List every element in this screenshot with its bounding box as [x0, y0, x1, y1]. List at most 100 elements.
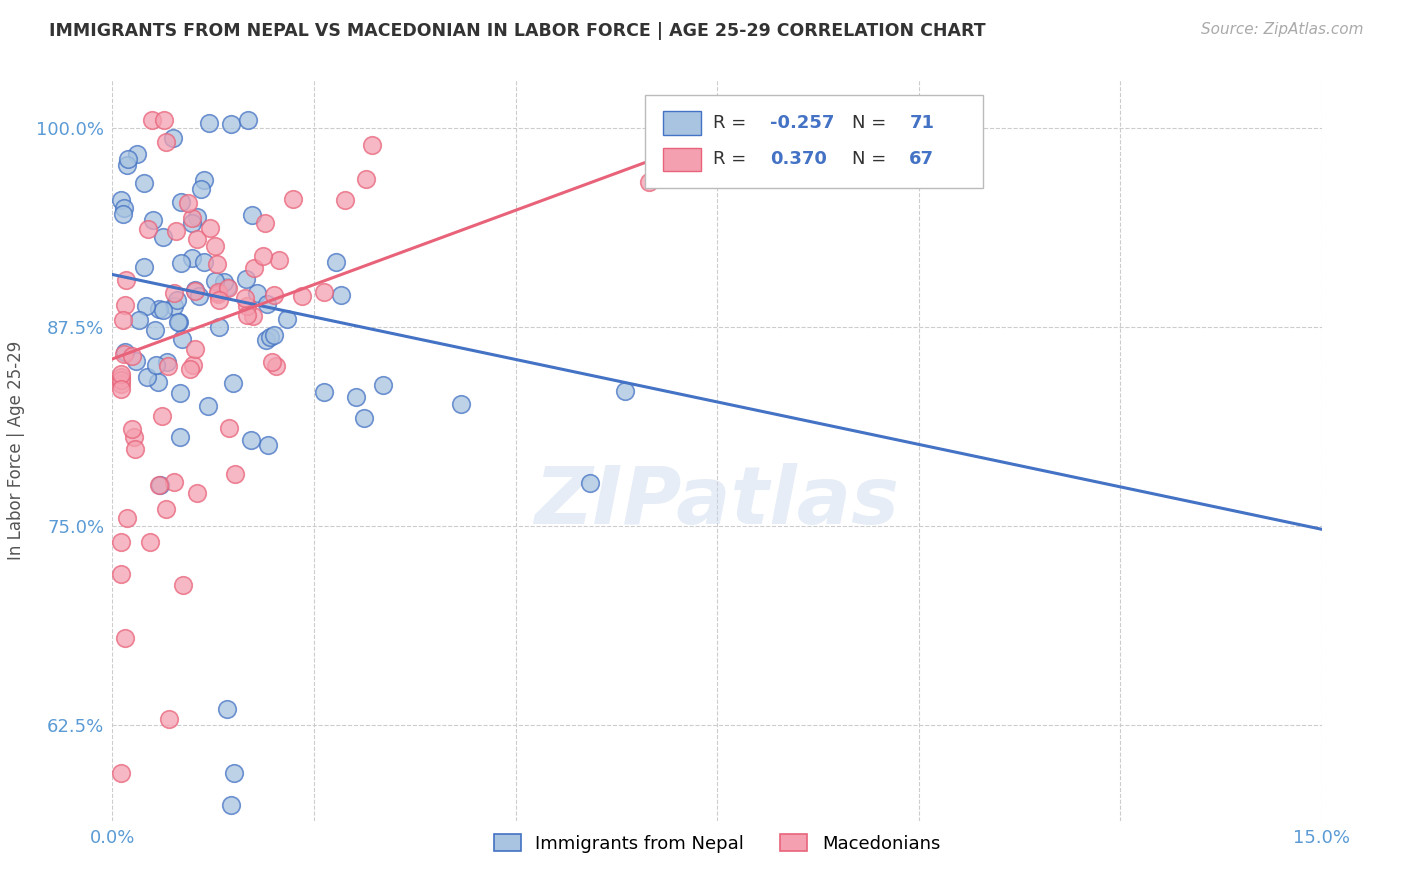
Point	[325, 255, 347, 269]
Point	[136, 370, 159, 384]
Text: R =: R =	[713, 114, 752, 132]
Point	[215, 702, 238, 716]
Point	[236, 308, 259, 322]
Point	[283, 193, 305, 207]
FancyBboxPatch shape	[644, 95, 983, 187]
Point	[291, 289, 314, 303]
Point	[156, 355, 179, 369]
Point	[217, 280, 239, 294]
FancyBboxPatch shape	[662, 112, 702, 135]
Point	[157, 713, 180, 727]
Point	[117, 153, 139, 167]
Point	[121, 421, 143, 435]
Point	[169, 194, 191, 209]
Point	[167, 315, 190, 329]
Point	[163, 299, 186, 313]
Point	[110, 765, 132, 780]
Point	[136, 222, 159, 236]
Point	[239, 433, 262, 447]
Point	[181, 216, 204, 230]
Point	[240, 208, 263, 222]
Point	[335, 193, 357, 207]
Point	[242, 309, 264, 323]
Point	[122, 430, 145, 444]
Point	[145, 358, 167, 372]
Point	[236, 299, 259, 313]
Point	[114, 298, 136, 312]
Point	[233, 291, 256, 305]
Point	[187, 289, 209, 303]
Point	[373, 378, 395, 392]
Point	[112, 346, 135, 360]
Point	[235, 271, 257, 285]
Text: 71: 71	[910, 114, 935, 132]
Point	[208, 320, 231, 334]
Point	[186, 211, 208, 225]
Point	[256, 297, 278, 311]
Text: Source: ZipAtlas.com: Source: ZipAtlas.com	[1201, 22, 1364, 37]
Point	[193, 255, 215, 269]
Point	[125, 146, 148, 161]
Point	[264, 359, 287, 373]
Point	[111, 207, 134, 221]
Point	[165, 224, 187, 238]
Point	[314, 285, 336, 299]
Point	[262, 355, 284, 369]
Point	[110, 535, 132, 549]
Point	[200, 221, 222, 235]
Point	[269, 252, 291, 267]
Point	[124, 442, 146, 457]
Point	[254, 334, 277, 348]
Point	[135, 299, 157, 313]
Point	[169, 430, 191, 444]
Point	[184, 283, 207, 297]
FancyBboxPatch shape	[662, 148, 702, 171]
Point	[172, 578, 194, 592]
Point	[181, 359, 204, 373]
Point	[637, 175, 659, 189]
Point	[361, 137, 384, 152]
Point	[186, 232, 208, 246]
Point	[132, 260, 155, 274]
Point	[344, 390, 367, 404]
Point	[257, 438, 280, 452]
Point	[205, 257, 228, 271]
Point	[149, 478, 172, 492]
Point	[170, 256, 193, 270]
Point	[204, 238, 226, 252]
Point	[110, 382, 132, 396]
Point	[111, 313, 134, 327]
Point	[110, 194, 132, 208]
Point	[172, 332, 194, 346]
Text: N =: N =	[852, 151, 893, 169]
Text: R =: R =	[713, 151, 758, 169]
Text: ZIPatlas: ZIPatlas	[534, 463, 900, 541]
Point	[110, 376, 132, 391]
Point	[217, 281, 239, 295]
Point	[152, 113, 174, 128]
Point	[198, 116, 221, 130]
Point	[112, 201, 135, 215]
Point	[166, 315, 188, 329]
Point	[353, 411, 375, 425]
Point	[166, 293, 188, 308]
Point	[132, 176, 155, 190]
Point	[139, 535, 162, 549]
Point	[356, 172, 378, 186]
Point	[219, 797, 242, 812]
Point	[263, 328, 285, 343]
Point	[142, 213, 165, 227]
Text: -0.257: -0.257	[770, 114, 835, 132]
Point	[246, 285, 269, 300]
Point	[579, 475, 602, 490]
Point	[179, 362, 201, 376]
Point	[263, 287, 285, 301]
Point	[208, 293, 231, 308]
Point	[330, 288, 353, 302]
Point	[155, 135, 177, 149]
Point	[184, 342, 207, 356]
Point	[204, 274, 226, 288]
Point	[207, 287, 229, 301]
Point	[150, 409, 173, 423]
Point	[121, 350, 143, 364]
